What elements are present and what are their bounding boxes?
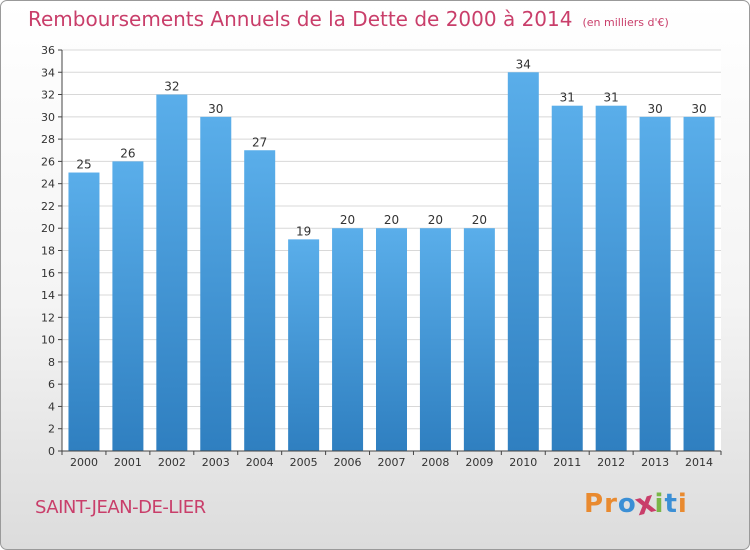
data-label-2001: 26 xyxy=(120,146,135,160)
y-tick-label: 30 xyxy=(41,111,55,124)
bar-2001 xyxy=(112,161,144,451)
data-label-2012: 31 xyxy=(604,91,619,105)
y-tick-label: 22 xyxy=(41,200,55,213)
chart-title: Remboursements Annuels de la Dette de 20… xyxy=(28,7,573,31)
y-tick-label: 32 xyxy=(41,89,55,102)
y-tick-label: 6 xyxy=(48,378,55,391)
y-tick-label: 12 xyxy=(41,311,55,324)
bar-2004 xyxy=(244,150,276,451)
proxiti-logo: Proxiti xyxy=(584,485,688,524)
data-label-2007: 20 xyxy=(384,213,399,227)
bar-2014 xyxy=(683,116,715,451)
bar-2002 xyxy=(156,94,188,452)
bar-2003 xyxy=(200,116,232,451)
data-label-2014: 30 xyxy=(691,102,706,116)
x-tick-label-2001: 2001 xyxy=(114,456,142,469)
bar-2012 xyxy=(595,105,627,451)
y-tick-label: 10 xyxy=(41,334,55,347)
logo-letter: o xyxy=(617,489,637,519)
logo-letter: P xyxy=(584,489,605,519)
y-tick-label: 26 xyxy=(41,155,55,168)
x-tick-label-2007: 2007 xyxy=(378,456,406,469)
y-tick-label: 0 xyxy=(48,445,55,458)
x-tick-label-2005: 2005 xyxy=(290,456,318,469)
data-label-2009: 20 xyxy=(472,213,487,227)
bar-2009 xyxy=(463,228,495,451)
bar-2008 xyxy=(419,228,451,451)
x-tick-label-2012: 2012 xyxy=(597,456,625,469)
y-tick-label: 18 xyxy=(41,245,55,258)
data-label-2005: 19 xyxy=(296,224,311,238)
data-label-2004: 27 xyxy=(252,135,267,149)
x-tick-label-2013: 2013 xyxy=(641,456,669,469)
y-tick-label: 16 xyxy=(41,267,55,280)
x-tick-label-2011: 2011 xyxy=(553,456,581,469)
bar-2007 xyxy=(376,228,407,451)
y-tick-label: 4 xyxy=(48,400,55,413)
data-label-2011: 31 xyxy=(560,91,575,105)
chart-title-line: Remboursements Annuels de la Dette de 20… xyxy=(28,7,669,31)
y-tick-label: 14 xyxy=(41,289,55,302)
chart-unit-note: (en milliers d'€) xyxy=(582,16,669,29)
y-tick-label: 24 xyxy=(41,178,55,191)
bar-2005 xyxy=(288,239,320,451)
x-tick-label-2009: 2009 xyxy=(465,456,493,469)
logo-letter: i xyxy=(677,489,688,519)
y-tick-label: 34 xyxy=(41,66,55,79)
x-tick-label-2008: 2008 xyxy=(421,456,449,469)
x-tick-label-2010: 2010 xyxy=(509,456,537,469)
y-tick-label: 2 xyxy=(48,423,55,436)
data-label-2000: 25 xyxy=(76,158,91,172)
data-label-2010: 34 xyxy=(516,57,531,71)
y-tick-label: 8 xyxy=(48,356,55,369)
bar-2010 xyxy=(507,72,539,452)
bar-2000 xyxy=(68,172,100,451)
data-label-2006: 20 xyxy=(340,213,355,227)
bar-2011 xyxy=(551,105,583,451)
x-tick-label-2004: 2004 xyxy=(246,456,274,469)
y-tick-label: 28 xyxy=(41,133,55,146)
place-name: SAINT-JEAN-DE-LIER xyxy=(35,497,206,518)
data-label-2002: 32 xyxy=(164,80,179,94)
logo-letter: r xyxy=(604,489,618,519)
x-tick-label-2002: 2002 xyxy=(158,456,186,469)
x-tick-label-2014: 2014 xyxy=(685,456,713,469)
y-tick-label: 36 xyxy=(41,44,55,57)
x-tick-label-2003: 2003 xyxy=(202,456,230,469)
logo-letter: i xyxy=(654,489,665,519)
y-tick-label: 20 xyxy=(41,222,55,235)
bar-2013 xyxy=(639,116,671,451)
x-tick-label-2000: 2000 xyxy=(70,456,98,469)
data-label-2013: 30 xyxy=(647,102,662,116)
logo-letter: t xyxy=(664,489,678,519)
x-tick-label-2006: 2006 xyxy=(334,456,362,469)
bar-2006 xyxy=(332,228,364,451)
data-label-2008: 20 xyxy=(428,213,443,227)
data-label-2003: 30 xyxy=(208,102,223,116)
